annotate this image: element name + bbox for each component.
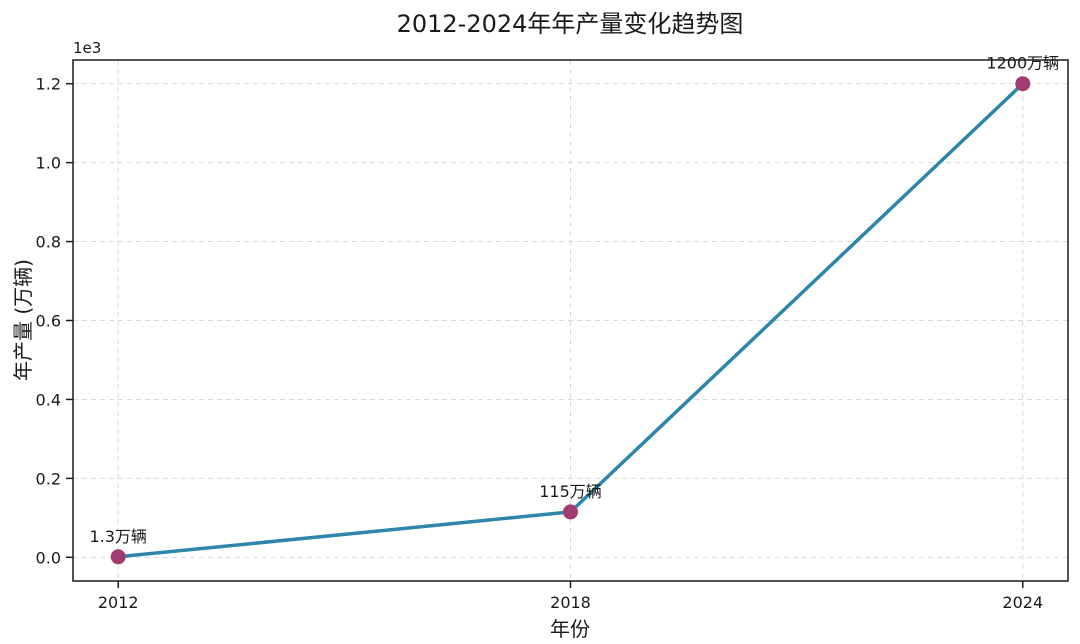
x-tick-label: 2012 (98, 593, 139, 612)
y-tick-label: 0.4 (36, 390, 61, 409)
y-axis-label: 年产量 (万辆) (11, 259, 35, 381)
x-tick-label: 2018 (550, 593, 591, 612)
point-annotation: 1200万辆 (986, 54, 1059, 73)
y-tick-label: 1.0 (36, 154, 61, 173)
x-axis-label: 年份 (550, 617, 590, 641)
point-annotations: 1.3万辆 115万辆 1200万辆 (89, 54, 1059, 546)
data-point-marker (563, 504, 578, 520)
y-axis-offset-label: 1e3 (73, 39, 101, 57)
y-tick-label: 0.8 (36, 233, 61, 252)
gridlines (73, 60, 1068, 581)
y-tick-label: 0.0 (36, 548, 61, 567)
data-point-marker (1015, 76, 1031, 92)
point-annotation: 1.3万辆 (89, 527, 146, 546)
data-point-marker (110, 549, 126, 565)
x-tick-label: 2024 (1002, 593, 1043, 612)
data-series-layer (110, 76, 1031, 565)
y-tick-label: 0.2 (36, 469, 61, 488)
y-tick-label: 1.2 (36, 75, 61, 94)
y-tick-label: 0.6 (36, 312, 61, 331)
point-annotation: 115万辆 (539, 482, 602, 501)
chart-title: 2012-2024年年产量变化趋势图 (397, 10, 744, 38)
axis-ticks: 0.0 0.2 0.4 0.6 0.8 1.0 1.2 2012 2018 2024 (36, 75, 1044, 612)
